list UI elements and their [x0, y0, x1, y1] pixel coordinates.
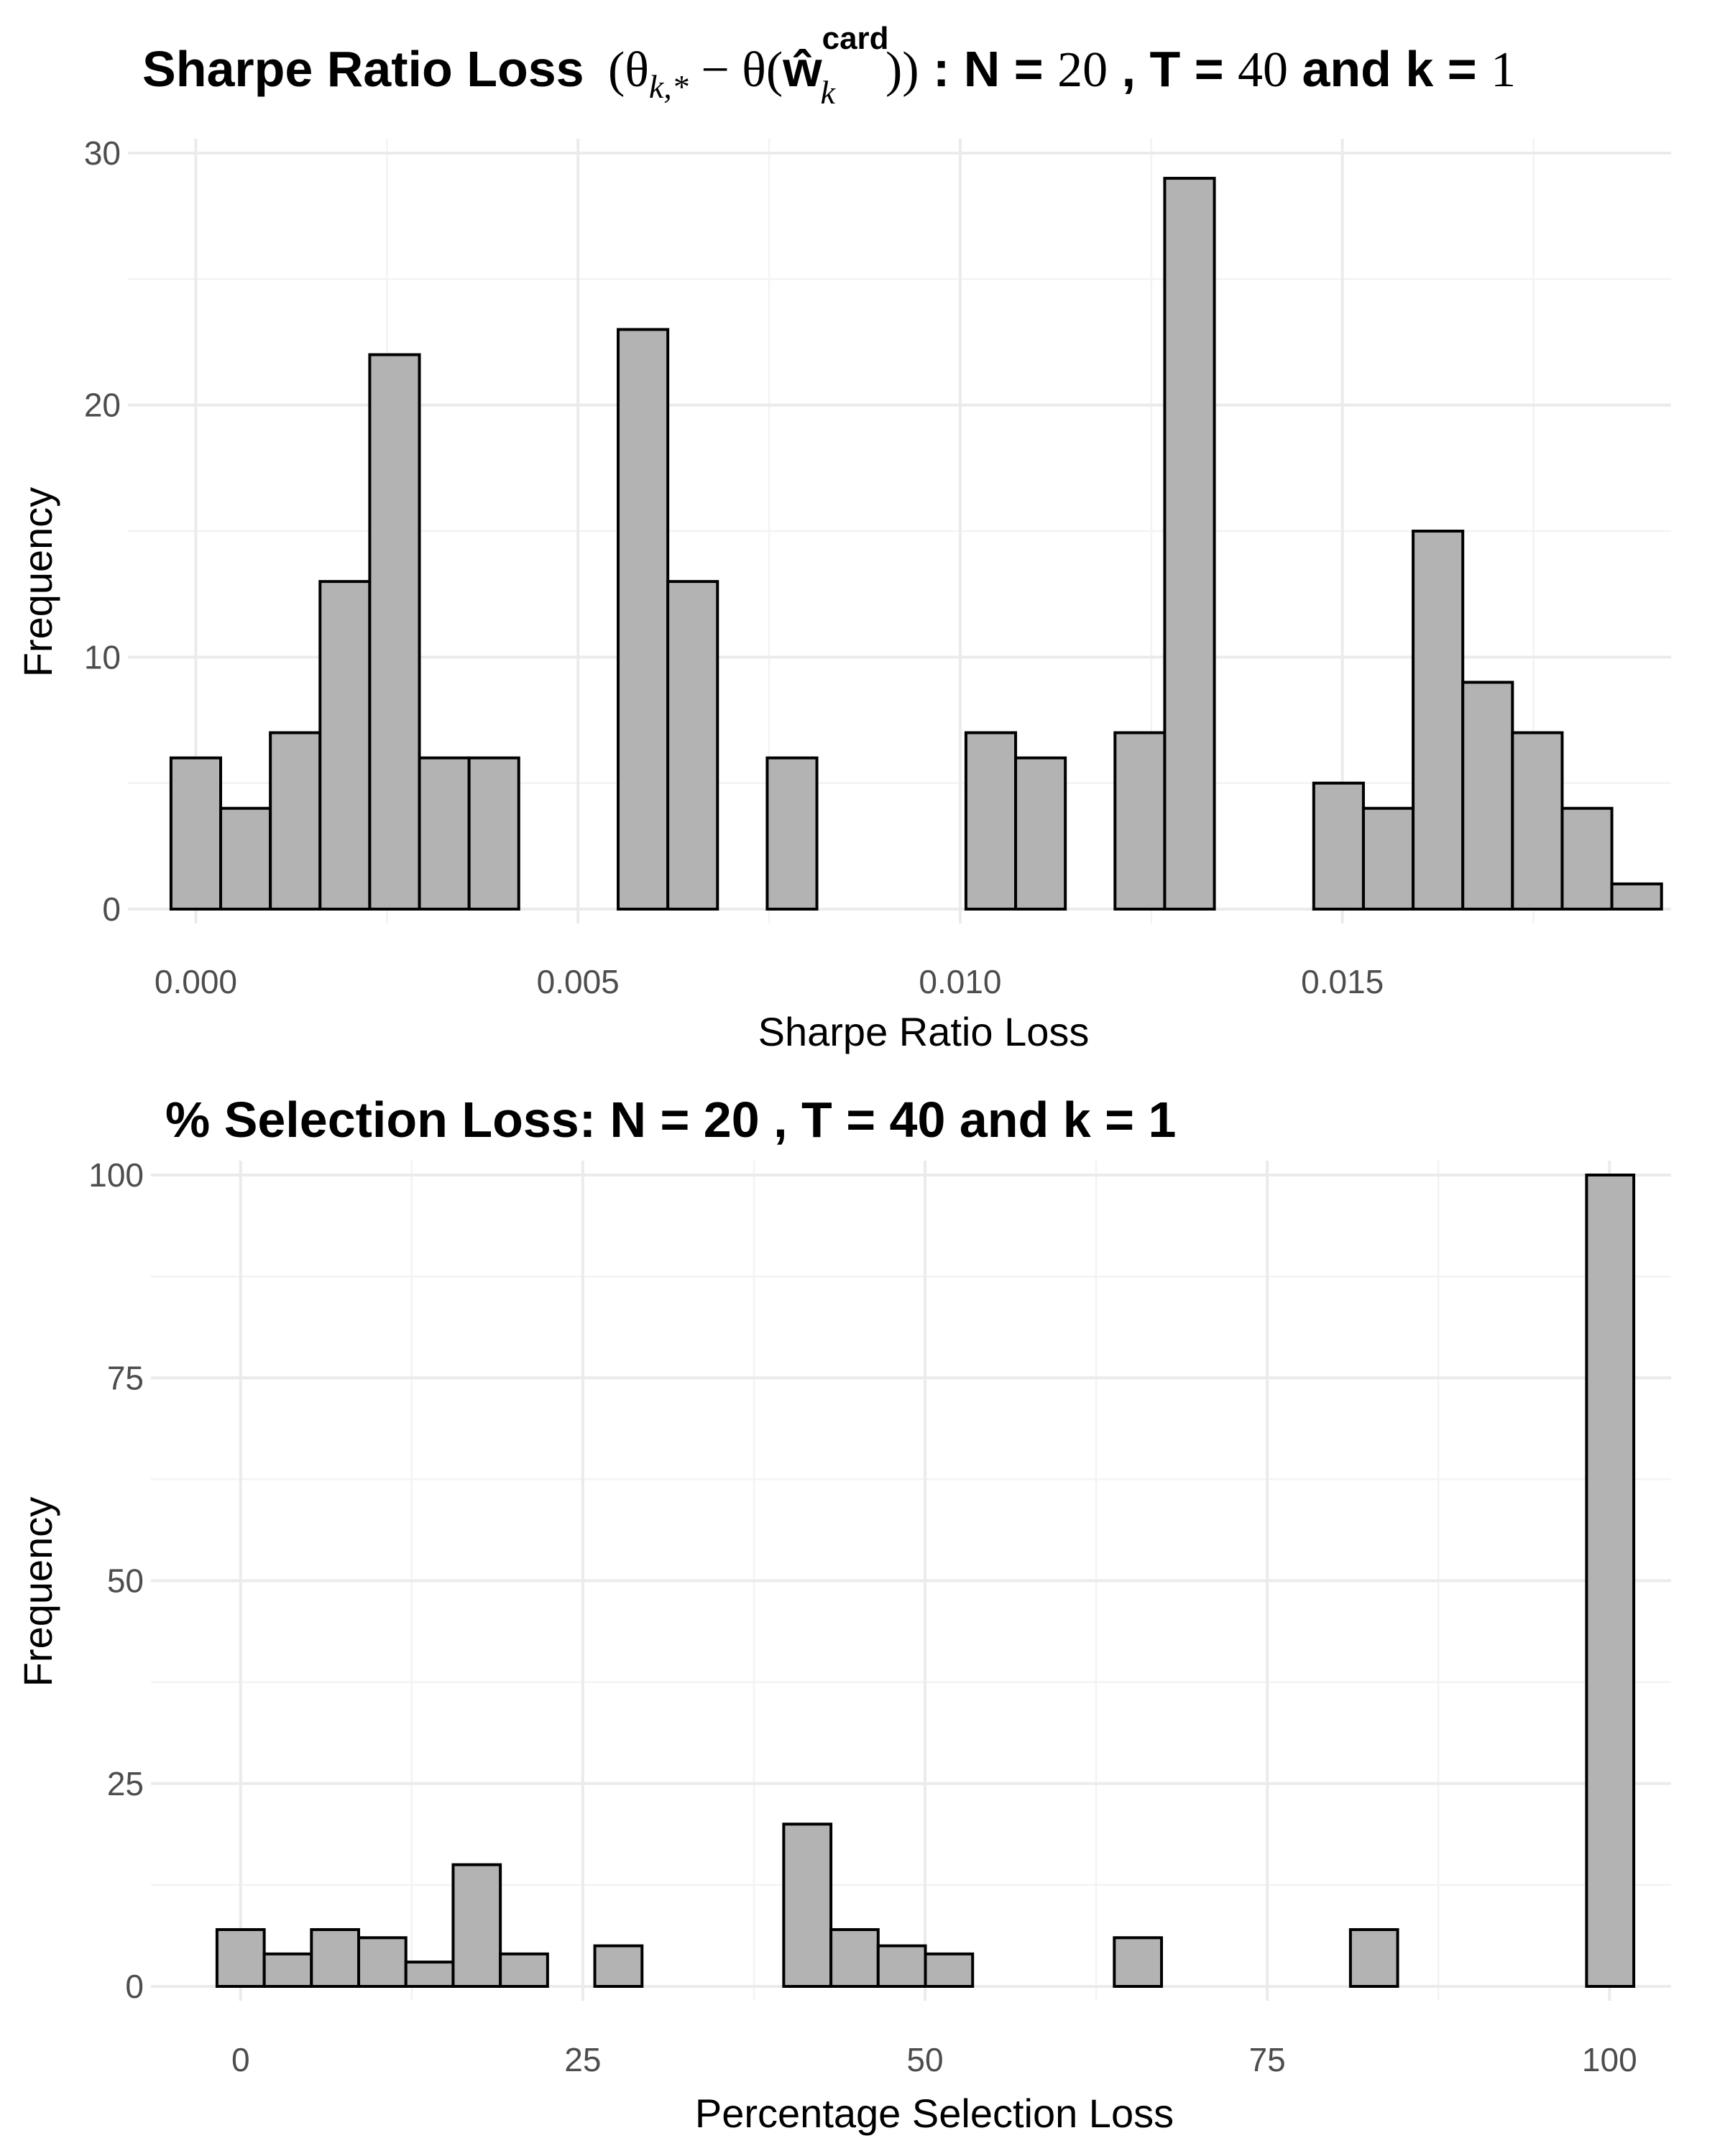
selection-loss-bar — [262, 1952, 313, 1989]
sharpe-loss-bar — [269, 731, 322, 911]
sharpe-loss-y-axis-label: Frequency — [15, 487, 60, 678]
sharpe-loss-bars — [169, 177, 1663, 911]
sharpe-loss-x-ticks: 0.000 0.005 0.010 0.015 — [155, 963, 1384, 1000]
sharpe-loss-y-tick-label: 10 — [84, 638, 121, 676]
sharpe-loss-bar — [964, 731, 1018, 911]
sharpe-loss-bar — [1610, 882, 1663, 911]
sharpe-loss-bar — [1014, 756, 1067, 911]
selection-loss-x-ticks: 0 25 50 75 100 — [231, 2041, 1637, 2078]
selection-loss-panel: % Selection Loss: N = 20 , T = 40 and k … — [15, 1092, 1671, 2136]
selection-loss-x-tick-label: 0 — [231, 2041, 250, 2078]
sharpe-loss-title: Sharpe Ratio Loss (θk,* − θ(ŵcard k)) : N… — [142, 21, 1516, 111]
selection-loss-title: % Selection Loss: N = 20 , T = 40 and k … — [165, 1092, 1176, 1148]
sharpe-loss-panel: Sharpe Ratio Loss (θk,* − θ(ŵcard k)) : N… — [15, 21, 1671, 1054]
selection-loss-x-tick-label: 50 — [906, 2041, 943, 2078]
sharpe-loss-bar — [1163, 177, 1216, 911]
sharpe-loss-x-axis-label: Sharpe Ratio Loss — [758, 1009, 1090, 1054]
selection-loss-bar — [451, 1863, 502, 1988]
sharpe-loss-y-ticks: 0 10 20 30 — [84, 134, 121, 928]
sharpe-loss-x-tick-label: 0.015 — [1301, 963, 1384, 1000]
sharpe-loss-x-tick-label: 0.000 — [155, 963, 237, 1000]
selection-loss-bar — [310, 1927, 361, 1988]
selection-loss-y-tick-label: 50 — [107, 1562, 144, 1600]
sharpe-loss-bar — [318, 580, 372, 911]
sharpe-loss-bar — [1312, 781, 1365, 911]
sharpe-loss-x-tick-label: 0.005 — [537, 963, 620, 1000]
sharpe-loss-bar — [169, 756, 223, 911]
selection-loss-bar — [1348, 1927, 1399, 1988]
sharpe-loss-y-tick-label: 20 — [84, 387, 121, 424]
selection-loss-y-tick-label: 75 — [107, 1359, 144, 1396]
selection-loss-y-tick-label: 25 — [107, 1765, 144, 1802]
sharpe-loss-bar — [1560, 806, 1614, 911]
selection-loss-y-tick-label: 100 — [88, 1156, 144, 1194]
selection-loss-x-tick-label: 75 — [1249, 2041, 1286, 2078]
selection-loss-y-ticks: 0 25 50 75 100 — [88, 1156, 144, 2005]
selection-loss-bar — [499, 1952, 549, 1989]
sharpe-loss-bar — [368, 353, 421, 911]
selection-loss-y-axis-label: Frequency — [15, 1497, 60, 1687]
selection-loss-x-tick-label: 100 — [1582, 2041, 1637, 2078]
selection-loss-bar — [215, 1927, 266, 1988]
sharpe-loss-bar — [1361, 806, 1415, 911]
selection-loss-bar — [404, 1961, 455, 1988]
selection-loss-bars — [215, 1174, 1636, 1989]
selection-loss-x-tick-label: 25 — [564, 2041, 601, 2078]
selection-loss-bar — [1585, 1174, 1636, 1988]
sharpe-loss-x-tick-label: 0.010 — [919, 963, 1001, 1000]
selection-loss-bar — [357, 1936, 408, 1989]
sharpe-loss-bar — [617, 328, 670, 911]
sharpe-loss-bar — [765, 756, 819, 911]
selection-loss-y-tick-label: 0 — [125, 1968, 144, 2005]
sharpe-loss-bar — [1461, 681, 1514, 911]
selection-loss-bar — [829, 1927, 880, 1988]
sharpe-loss-bar — [219, 806, 272, 911]
selection-loss-gridlines — [151, 1161, 1671, 2001]
selection-loss-x-axis-label: Percentage Selection Loss — [695, 2091, 1174, 2136]
sharpe-loss-bar — [1113, 731, 1167, 911]
sharpe-loss-bar — [467, 756, 520, 911]
selection-loss-bar — [876, 1944, 927, 1989]
sharpe-loss-bar — [418, 756, 471, 911]
sharpe-loss-y-tick-label: 30 — [84, 134, 121, 172]
selection-loss-bar — [593, 1944, 644, 1989]
selection-loss-bar — [1113, 1936, 1164, 1989]
sharpe-loss-bar — [1412, 530, 1465, 911]
sharpe-loss-bar — [666, 580, 719, 911]
sharpe-loss-y-tick-label: 0 — [102, 890, 121, 928]
sharpe-loss-bar — [1511, 731, 1564, 911]
selection-loss-bar — [782, 1823, 833, 1988]
selection-loss-bar — [924, 1952, 975, 1989]
